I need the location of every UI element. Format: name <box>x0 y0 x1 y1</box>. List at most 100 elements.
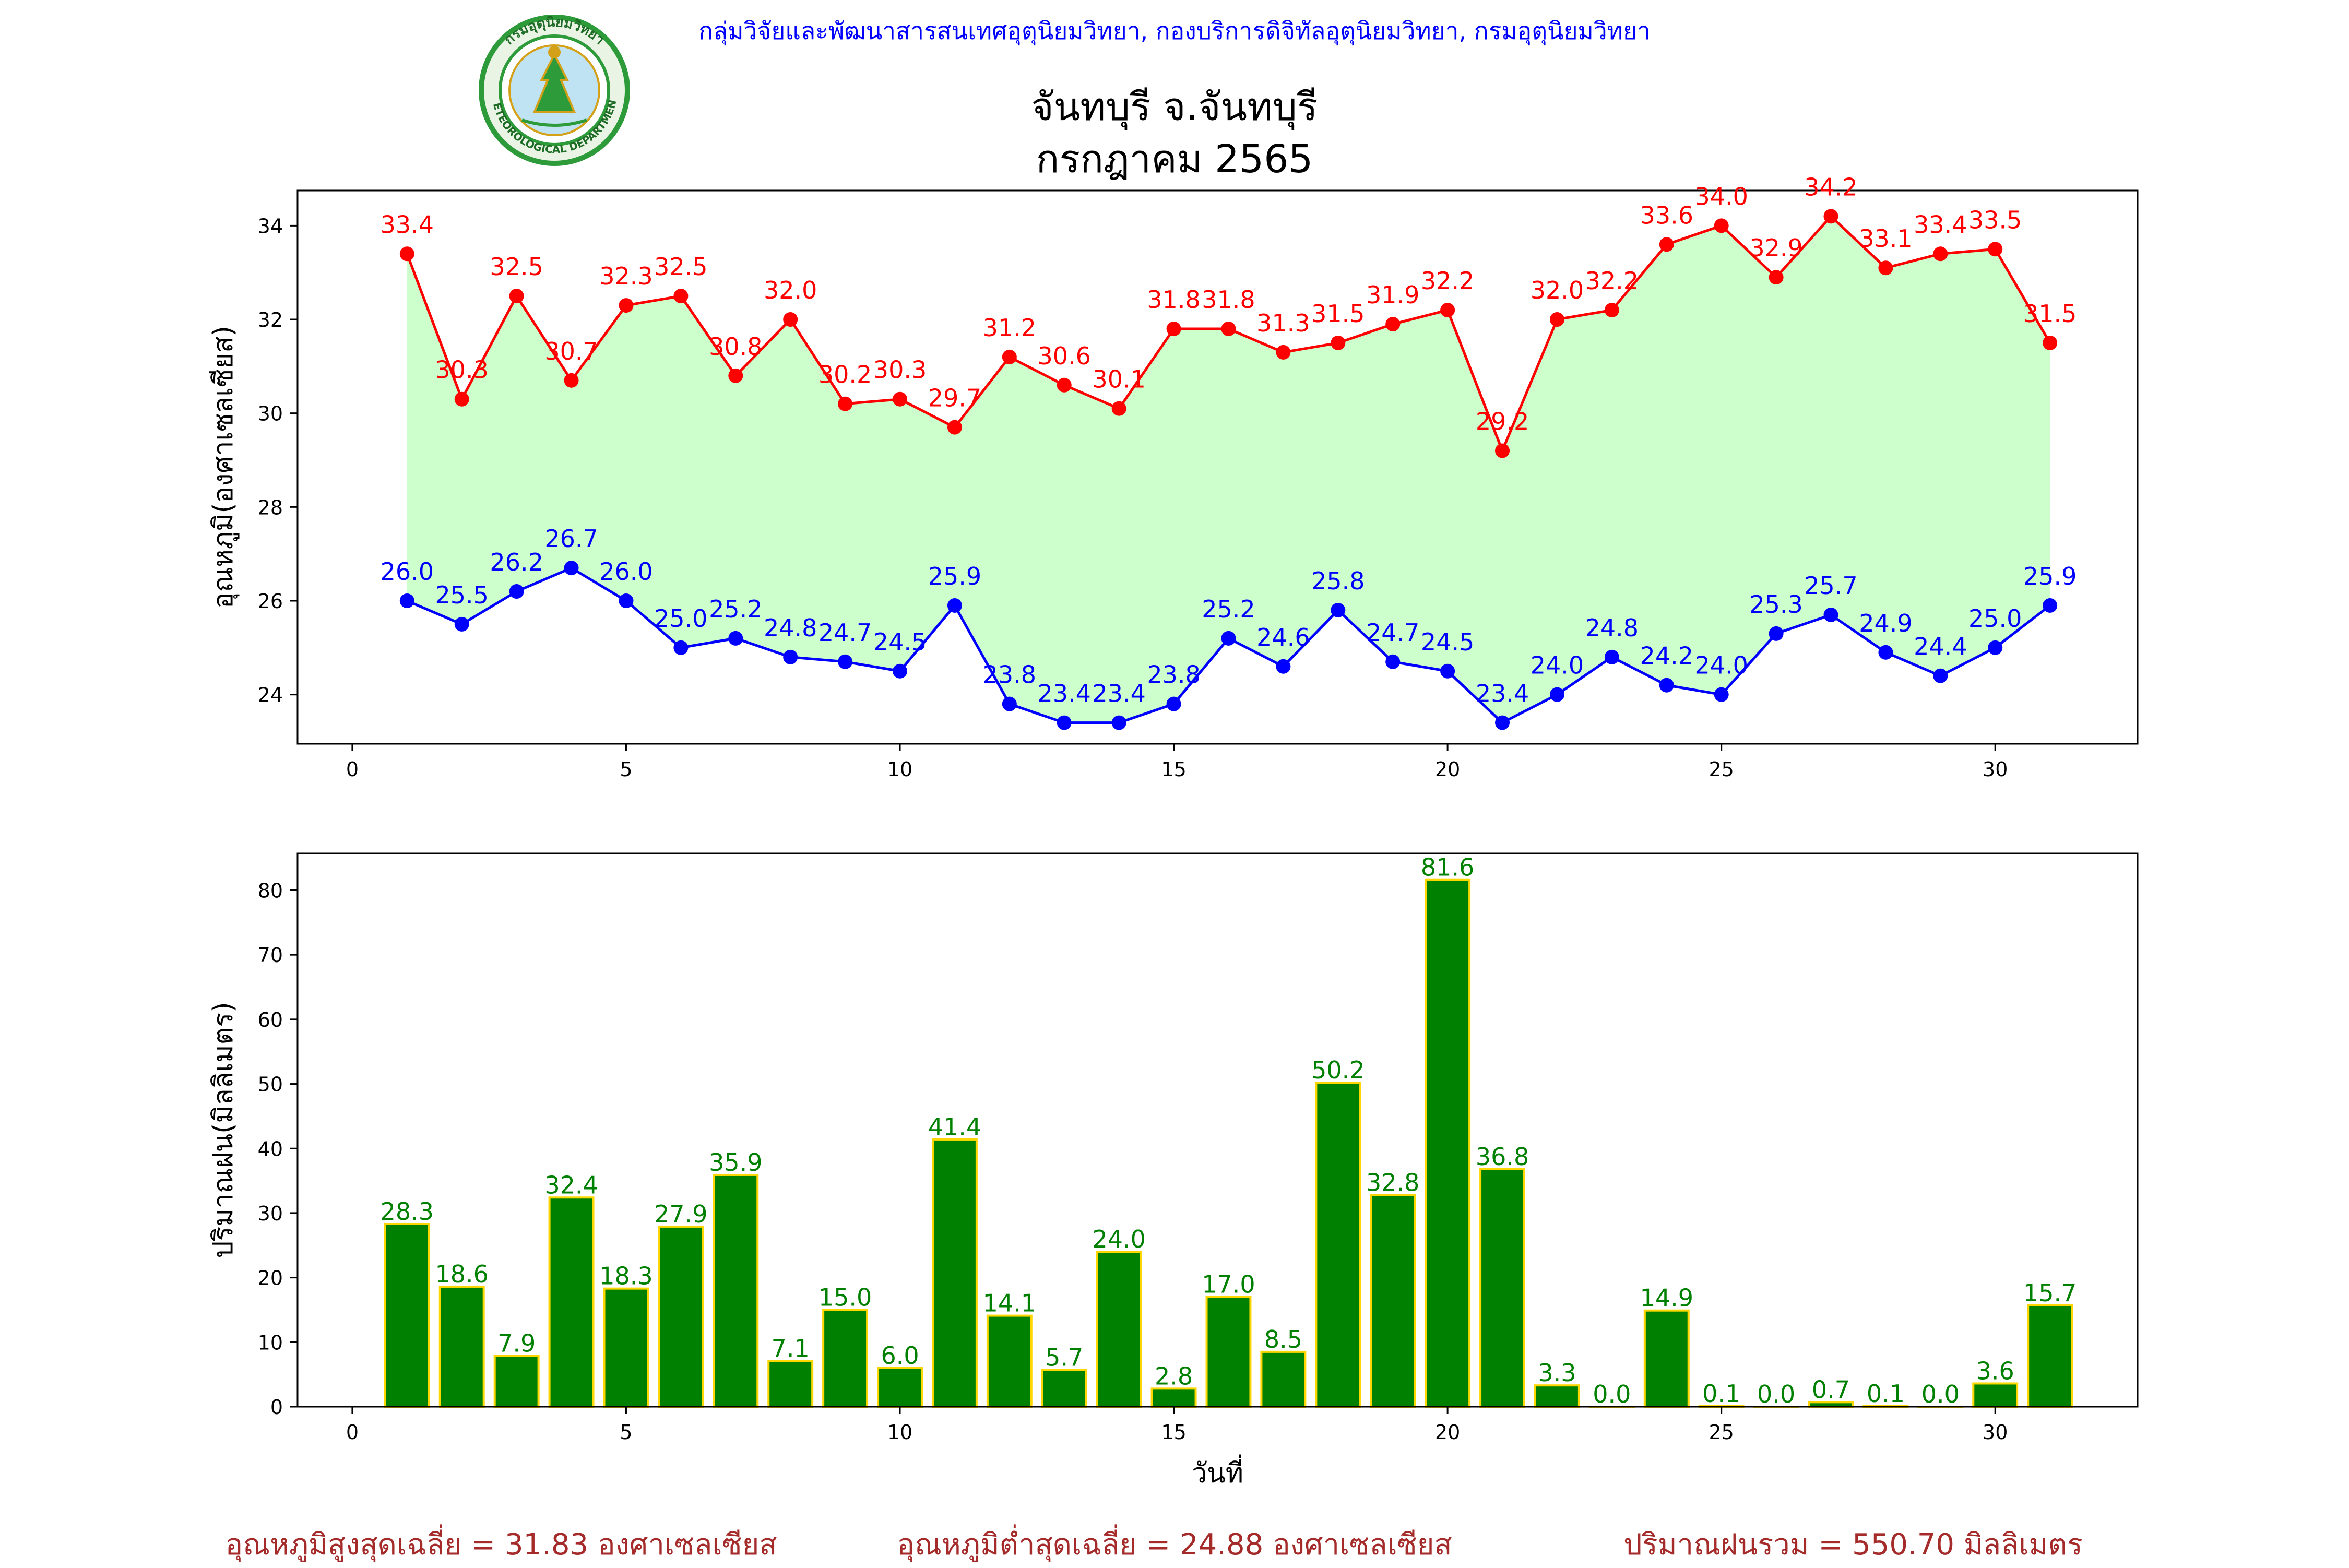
min-temperature-label: 24.8 <box>1585 614 1639 642</box>
max-temperature-label: 32.0 <box>764 276 817 304</box>
min-temperature-label: 26.7 <box>544 525 598 553</box>
max-temperature-point <box>2043 336 2057 350</box>
rainfall-bar <box>878 1368 922 1407</box>
rainfall-value-label: 15.7 <box>2023 1279 2077 1307</box>
min-temperature-point <box>1659 678 1674 693</box>
temperature-x-tick-label: 5 <box>620 758 632 781</box>
rainfall-value-label: 24.0 <box>1092 1225 1145 1253</box>
rainfall-bar <box>1535 1385 1579 1407</box>
max-temperature-label: 31.5 <box>2023 300 2077 328</box>
min-temperature-point <box>673 640 688 655</box>
min-temperature-point <box>1605 650 1619 664</box>
rainfall-value-label: 3.6 <box>1976 1357 2014 1385</box>
rainfall-x-tick-label: 30 <box>1983 1421 2008 1444</box>
max-temperature-point <box>1878 260 1893 275</box>
chart-title-period: กรกฎาคม 2565 <box>1036 137 1313 182</box>
rainfall-y-tick-label: 10 <box>258 1331 283 1354</box>
max-temperature-point <box>1605 303 1619 317</box>
min-temperature-label: 25.0 <box>654 604 707 633</box>
min-temperature-label: 23.8 <box>1147 661 1200 689</box>
min-temperature-label: 26.0 <box>381 557 434 586</box>
max-temperature-label: 31.9 <box>1366 281 1419 309</box>
min-temperature-point <box>1002 697 1017 711</box>
min-temperature-point <box>1057 716 1072 730</box>
rainfall-bar <box>1152 1388 1196 1407</box>
min-temperature-label: 24.5 <box>873 628 927 656</box>
rainfall-x-tick-label: 20 <box>1435 1421 1460 1444</box>
rainfall-y-tick-label: 70 <box>258 944 283 967</box>
rainfall-bar <box>1042 1370 1086 1407</box>
rainfall-value-label: 0.1 <box>1867 1380 1905 1408</box>
max-temperature-point <box>1221 322 1236 336</box>
min-temperature-point <box>947 598 962 613</box>
max-temperature-point <box>1769 270 1784 284</box>
rainfall-value-label: 5.7 <box>1045 1343 1083 1371</box>
max-temperature-point <box>893 392 907 407</box>
min-temperature-point <box>783 650 798 664</box>
temperature-x-tick-label: 20 <box>1435 758 1460 781</box>
rainfall-value-label: 2.8 <box>1155 1362 1193 1390</box>
min-temperature-point <box>1878 645 1893 660</box>
rainfall-value-label: 32.4 <box>544 1171 598 1199</box>
max-temperature-label: 30.7 <box>544 337 598 365</box>
max-temperature-label: 33.4 <box>1914 210 1967 239</box>
rainfall-y-tick-label: 40 <box>258 1137 283 1160</box>
max-temperature-label: 32.5 <box>490 253 543 281</box>
max-temperature-point <box>1550 312 1564 327</box>
temperature-y-tick-label: 26 <box>258 590 283 613</box>
footer-total-rainfall: ปริมาณฝนรวม = 550.70 มิลลิเมตร <box>1623 1528 2083 1562</box>
max-temperature-point <box>728 369 743 383</box>
max-temperature-label: 29.2 <box>1476 408 1529 436</box>
min-temperature-point <box>1440 664 1455 679</box>
rainfall-value-label: 6.0 <box>881 1341 919 1370</box>
max-temperature-label: 31.2 <box>983 314 1036 342</box>
max-temperature-label: 31.5 <box>1311 300 1365 328</box>
min-temperature-point <box>619 593 633 608</box>
rainfall-bar <box>1480 1169 1524 1407</box>
max-temperature-label: 32.9 <box>1749 234 1802 262</box>
rainfall-x-axis-label: วันที่ <box>1192 1454 1243 1489</box>
min-temperature-point <box>1167 697 1181 711</box>
min-temperature-label: 24.7 <box>1366 619 1419 647</box>
rainfall-value-label: 27.9 <box>654 1200 707 1228</box>
max-temperature-label: 30.6 <box>1038 342 1091 370</box>
rainfall-bar <box>2028 1305 2072 1407</box>
min-temperature-label: 25.9 <box>2023 562 2077 590</box>
max-temperature-label: 34.2 <box>1804 173 1857 201</box>
min-temperature-point <box>1824 608 1838 622</box>
min-temperature-point <box>1495 716 1510 730</box>
min-temperature-point <box>1112 716 1126 730</box>
rainfall-value-label: 7.9 <box>497 1329 536 1357</box>
rainfall-value-label: 3.3 <box>1538 1359 1576 1387</box>
rainfall-value-label: 41.4 <box>928 1113 981 1141</box>
max-temperature-label: 34.0 <box>1694 182 1748 210</box>
organization-line: กลุ่มวิจัยและพัฒนาสารสนเทศอุตุนิยมวิทยา,… <box>698 17 1651 46</box>
min-temperature-point <box>400 593 414 608</box>
min-temperature-point <box>1714 687 1729 702</box>
temperature-y-tick-label: 32 <box>258 308 283 331</box>
max-temperature-point <box>1385 317 1400 331</box>
temperature-x-tick-label: 25 <box>1709 758 1734 781</box>
chart-title-station: จันทบุรี จ.จันทบุรี <box>1031 85 1318 130</box>
min-temperature-point <box>728 631 743 646</box>
temperature-y-axis-label: อุณหภูมิ(องศาเซลเซียส) <box>208 326 240 609</box>
rainfall-x-tick-label: 5 <box>620 1421 632 1444</box>
max-temperature-point <box>1933 246 1948 261</box>
rainfall-bar <box>440 1287 484 1407</box>
max-temperature-point <box>673 289 688 303</box>
temperature-y-tick-label: 30 <box>258 402 283 425</box>
rainfall-value-label: 81.6 <box>1421 853 1474 882</box>
max-temperature-label: 30.1 <box>1092 365 1145 394</box>
rainfall-value-label: 15.0 <box>818 1283 872 1311</box>
rainfall-bar <box>1371 1195 1415 1407</box>
max-temperature-point <box>1331 336 1345 350</box>
min-temperature-label: 24.2 <box>1640 642 1693 670</box>
max-temperature-label: 32.3 <box>599 262 652 290</box>
min-temperature-point <box>1331 603 1345 617</box>
max-temperature-label: 32.0 <box>1531 276 1584 304</box>
temperature-x-tick-label: 0 <box>346 758 359 781</box>
min-temperature-point <box>564 561 579 575</box>
rainfall-bar <box>1645 1311 1689 1407</box>
rainfall-value-label: 0.1 <box>1702 1380 1740 1408</box>
min-temperature-label: 23.8 <box>983 661 1036 689</box>
